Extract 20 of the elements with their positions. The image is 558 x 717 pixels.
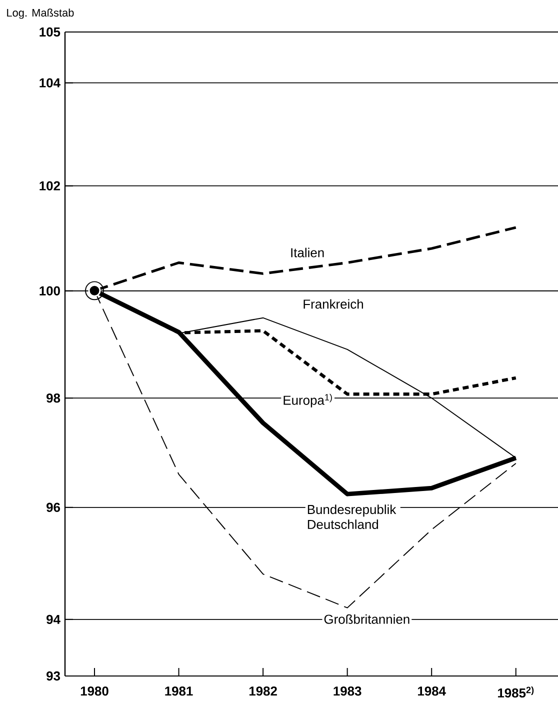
y-tick-label: 102 <box>40 181 60 190</box>
y-tick-label: 96 <box>46 502 60 512</box>
series-label: Bundesrepublik Deutschland <box>308 504 396 530</box>
y-tick-label: 100 <box>40 286 60 296</box>
x-tick-label: 1984 <box>418 686 446 696</box>
y-tick-label: 104 <box>40 78 60 88</box>
series-label: Italien <box>291 248 324 258</box>
y-tick-label: 93 <box>46 671 60 681</box>
y-tick-label: 94 <box>46 614 60 624</box>
x-tick-label: 1983 <box>334 686 362 696</box>
x-tick-label: 1982 <box>249 686 277 696</box>
y-tick-label: 98 <box>46 393 60 403</box>
x-tick-label: 1980 <box>80 686 108 696</box>
y-axis-title: Log. Maßstab <box>7 8 74 19</box>
series-label: Frankreich <box>304 299 363 309</box>
series-label: Europa$^{1)}$ <box>284 394 332 408</box>
x-tick-label: 1985$^{2)}$ <box>498 686 534 698</box>
series-label: Großbritannien <box>324 614 410 624</box>
y-tick-label: 105 <box>40 27 60 37</box>
x-tick-label: 1981 <box>165 686 193 696</box>
